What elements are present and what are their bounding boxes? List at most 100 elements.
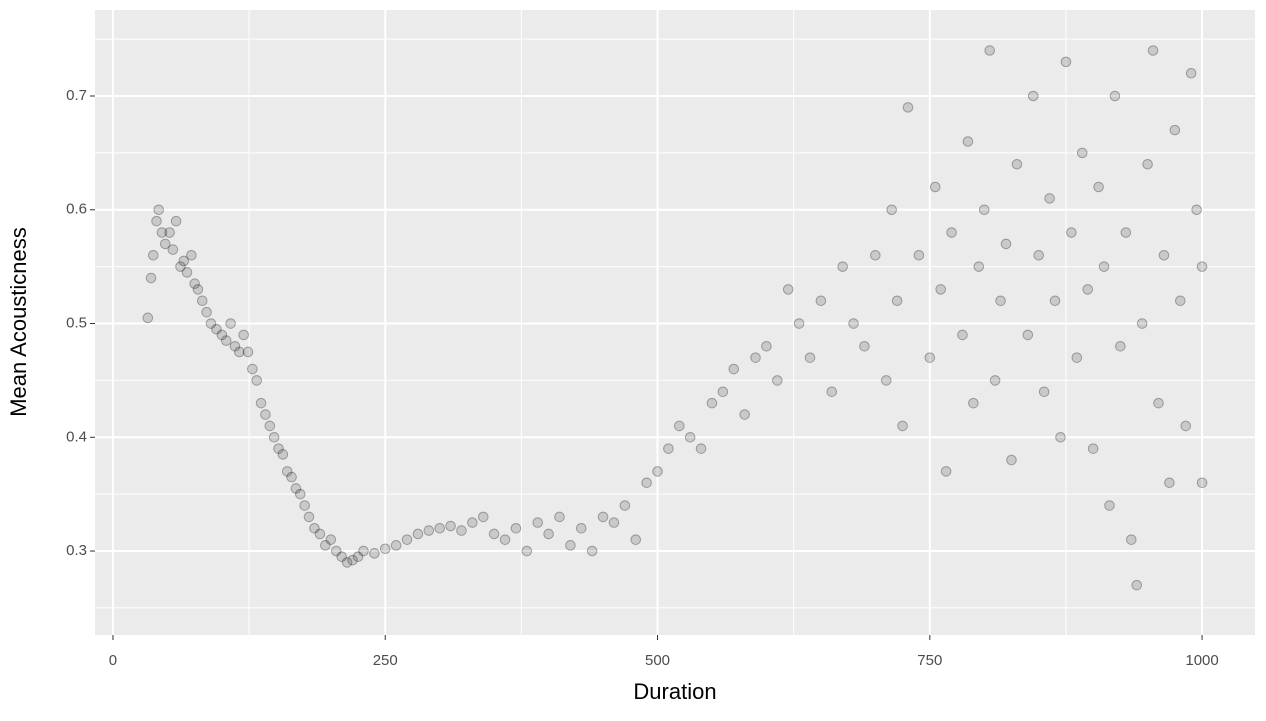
point <box>192 284 204 295</box>
point <box>510 522 522 534</box>
point <box>181 267 193 278</box>
point <box>968 397 979 409</box>
point <box>1164 477 1175 489</box>
point <box>984 45 995 56</box>
point <box>153 204 165 216</box>
point <box>1006 454 1017 466</box>
point <box>957 329 968 341</box>
point <box>995 295 1006 307</box>
point <box>1185 67 1197 79</box>
point <box>488 528 500 540</box>
point <box>1049 295 1061 307</box>
point <box>804 352 816 363</box>
point <box>201 306 212 318</box>
point <box>554 511 565 523</box>
point <box>1147 45 1159 56</box>
point <box>1087 443 1099 454</box>
point <box>1033 249 1045 261</box>
point <box>1011 158 1023 170</box>
point <box>1120 227 1132 238</box>
point <box>247 363 258 375</box>
point <box>962 136 974 147</box>
point <box>663 443 674 454</box>
point <box>352 551 364 563</box>
point <box>575 522 587 534</box>
point <box>870 249 881 261</box>
point <box>674 420 685 432</box>
point <box>946 227 957 238</box>
point <box>565 540 576 551</box>
point <box>891 295 903 307</box>
point <box>1076 147 1088 159</box>
point <box>1060 56 1072 68</box>
point <box>299 500 310 511</box>
y-tick-label: 0.5 <box>66 314 87 331</box>
point <box>924 352 936 363</box>
point <box>1136 318 1148 329</box>
point <box>145 272 157 284</box>
x-tick-label: 250 <box>373 652 398 669</box>
point <box>1055 431 1066 443</box>
point <box>1038 386 1050 398</box>
point <box>260 409 271 420</box>
point <box>1066 227 1077 238</box>
point <box>929 181 941 193</box>
x-tick-label: 750 <box>917 652 942 669</box>
point <box>234 346 245 358</box>
point <box>978 204 990 216</box>
point <box>151 215 162 227</box>
point <box>1131 579 1143 591</box>
point <box>989 375 1001 386</box>
point <box>159 238 171 250</box>
point <box>973 261 985 272</box>
point <box>586 545 598 557</box>
point <box>1044 193 1055 204</box>
point <box>1071 352 1083 363</box>
point <box>1125 534 1137 545</box>
point <box>619 500 631 511</box>
point <box>170 215 182 227</box>
point <box>175 261 186 272</box>
point <box>255 397 267 409</box>
point <box>1027 90 1039 102</box>
x-axis-title: Duration <box>633 679 716 704</box>
point <box>902 102 914 113</box>
point <box>229 340 241 352</box>
point <box>320 540 331 551</box>
point <box>706 397 718 409</box>
point <box>826 386 838 398</box>
point <box>358 545 369 557</box>
point <box>467 517 478 528</box>
point <box>196 295 208 307</box>
y-axis-title: Mean Acousticness <box>6 227 31 417</box>
point <box>1000 238 1012 250</box>
point <box>499 534 511 545</box>
point <box>1115 340 1126 352</box>
point <box>848 318 859 329</box>
point <box>290 483 302 494</box>
point <box>264 420 276 432</box>
point <box>286 471 297 483</box>
point <box>147 249 159 261</box>
point <box>379 543 391 555</box>
point <box>341 557 353 568</box>
panel <box>95 10 1255 635</box>
point <box>216 329 228 341</box>
point <box>940 466 952 477</box>
point <box>750 352 761 363</box>
point <box>336 551 347 563</box>
point <box>630 534 642 545</box>
point <box>294 488 306 500</box>
point <box>608 517 620 528</box>
point <box>251 375 263 386</box>
point <box>897 420 908 432</box>
point <box>1153 397 1164 409</box>
point <box>717 386 729 398</box>
point <box>238 329 249 341</box>
point <box>1174 295 1186 307</box>
point <box>477 511 489 523</box>
point <box>156 227 168 238</box>
point <box>739 409 750 420</box>
point <box>1109 90 1121 102</box>
